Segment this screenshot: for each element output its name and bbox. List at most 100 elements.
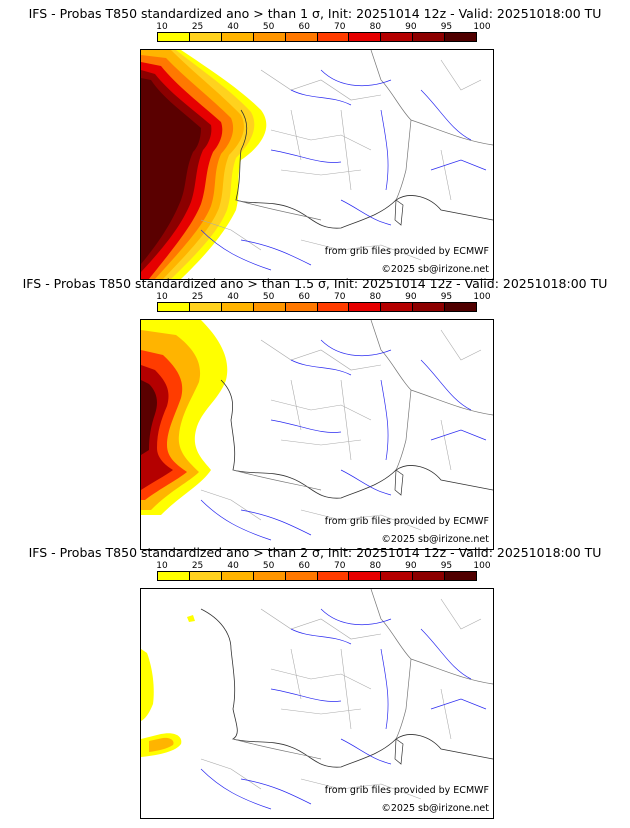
legend-swatch	[253, 572, 286, 580]
legend-tick-label: 40	[227, 292, 239, 302]
legend-swatch	[445, 33, 477, 41]
legend-tick-label: 25	[191, 22, 204, 32]
panel-title: IFS - Probas T850 standardized ano > tha…	[22, 276, 608, 291]
legend-swatch	[189, 303, 222, 311]
legend-swatch	[285, 33, 318, 41]
legend-swatch	[285, 572, 318, 580]
panel-1-5sigma: IFS - Probas T850 standardized ano > tha…	[0, 276, 630, 550]
legend-tick-label: 95	[440, 292, 453, 302]
legend-swatch	[221, 572, 254, 580]
copyright-credit: ©2025 sb@irizone.net	[381, 803, 489, 814]
legend-labels: 10 25 40 50 60 70 80 90 95 100	[156, 561, 490, 571]
legend-swatch	[189, 572, 222, 580]
legend-swatch	[349, 572, 382, 580]
color-legend: 10 25 40 50 60 70 80 90 95 100	[156, 561, 491, 581]
legend-tick-label: 40	[227, 22, 239, 32]
legend-swatch	[413, 572, 446, 580]
legend-tick-label: 90	[405, 22, 417, 32]
prob-zone-100	[141, 380, 157, 455]
probability-map: from grib files provided by ECMWF ©2025 …	[140, 49, 494, 280]
legend-swatch	[445, 303, 477, 311]
copyright-credit: ©2025 sb@irizone.net	[381, 264, 489, 275]
legend-swatch	[349, 303, 382, 311]
legend-swatch	[158, 33, 190, 41]
color-legend: 10 25 40 50 60 70 80 90 95 100	[156, 22, 491, 42]
map-graphic	[141, 320, 493, 541]
country-border	[232, 320, 493, 491]
country-border	[235, 50, 493, 221]
legend-swatch	[445, 572, 477, 580]
admin-lines	[200, 329, 482, 531]
legend-tick-label: 60	[298, 561, 310, 571]
legend-labels: 10 25 40 50 60 70 80 90 95 100	[156, 22, 490, 32]
probability-map: from grib files provided by ECMWF ©2025 …	[140, 588, 494, 819]
probability-map: from grib files provided by ECMWF ©2025 …	[140, 319, 494, 550]
prob-zone-40-south	[149, 737, 174, 752]
legend-tick-label: 80	[369, 22, 382, 32]
legend-swatch	[317, 572, 350, 580]
coastline	[220, 379, 493, 499]
legend-tick-label: 95	[440, 22, 453, 32]
legend-tick-label: 100	[473, 22, 491, 32]
legend-tick-label: 10	[156, 292, 168, 302]
legend-swatch	[221, 303, 254, 311]
legend-swatch	[381, 303, 414, 311]
legend-tick-label: 80	[369, 561, 382, 571]
legend-swatch	[189, 33, 222, 41]
color-legend: 10 25 40 50 60 70 80 90 95 100	[156, 292, 491, 312]
legend-tick-label: 80	[369, 292, 382, 302]
legend-swatch	[253, 33, 286, 41]
legend-labels: 10 25 40 50 60 70 80 90 95 100	[156, 292, 490, 302]
legend-tick-label: 40	[227, 561, 239, 571]
legend-tick-label: 90	[405, 561, 417, 571]
country-border	[232, 589, 493, 760]
panel-1sigma: IFS - Probas T850 standardized ano > tha…	[0, 6, 630, 280]
legend-swatch	[221, 33, 254, 41]
legend-swatch	[381, 572, 414, 580]
admin-lines	[200, 59, 482, 261]
legend-swatch	[317, 33, 350, 41]
copyright-credit: ©2025 sb@irizone.net	[381, 534, 489, 545]
source-credit: from grib files provided by ECMWF	[324, 516, 489, 527]
rivers	[200, 339, 487, 541]
legend-bar	[157, 571, 477, 581]
legend-tick-label: 70	[334, 22, 346, 32]
coastline	[200, 608, 493, 768]
legend-tick-label: 50	[262, 292, 275, 302]
island-corsica	[394, 199, 404, 226]
rivers	[200, 69, 487, 271]
island-corsica	[394, 469, 404, 496]
legend-bar	[157, 32, 477, 42]
legend-bar	[157, 302, 477, 312]
legend-tick-label: 25	[191, 561, 204, 571]
map-graphic	[141, 589, 493, 810]
legend-tick-label: 100	[473, 561, 491, 571]
panel-title: IFS - Probas T850 standardized ano > tha…	[28, 6, 602, 21]
legend-tick-label: 70	[334, 292, 346, 302]
map-graphic	[141, 50, 493, 279]
rivers	[200, 608, 487, 810]
legend-swatch	[381, 33, 414, 41]
legend-tick-label: 95	[440, 561, 453, 571]
legend-swatch	[253, 303, 286, 311]
prob-zone-10	[141, 649, 154, 721]
source-credit: from grib files provided by ECMWF	[324, 246, 489, 257]
panel-title: IFS - Probas T850 standardized ano > tha…	[28, 545, 602, 560]
source-credit: from grib files provided by ECMWF	[324, 785, 489, 796]
panel-2sigma: IFS - Probas T850 standardized ano > tha…	[0, 545, 630, 819]
admin-lines	[200, 598, 482, 800]
prob-zone-100	[141, 78, 201, 264]
legend-tick-label: 60	[298, 292, 310, 302]
legend-swatch	[317, 303, 350, 311]
legend-swatch	[158, 303, 190, 311]
legend-tick-label: 50	[262, 561, 275, 571]
island-corsica	[394, 738, 404, 765]
legend-swatch	[413, 33, 446, 41]
legend-tick-label: 100	[473, 292, 491, 302]
legend-tick-label: 25	[191, 292, 204, 302]
prob-zone-10-north	[187, 615, 195, 622]
legend-swatch	[349, 33, 382, 41]
legend-tick-label: 10	[156, 22, 168, 32]
legend-swatch	[413, 303, 446, 311]
legend-tick-label: 90	[405, 292, 417, 302]
